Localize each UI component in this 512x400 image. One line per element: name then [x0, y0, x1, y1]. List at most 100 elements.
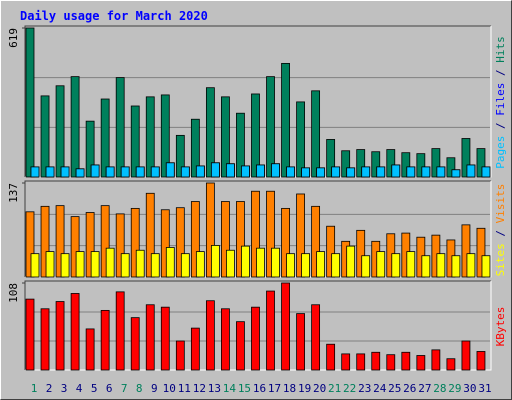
- bar: [195, 251, 205, 278]
- bar: [331, 166, 341, 178]
- bar: [481, 166, 491, 178]
- bar: [326, 139, 336, 178]
- bar: [371, 151, 381, 178]
- bar: [391, 164, 401, 178]
- x-tick-label: 16: [253, 382, 266, 395]
- bar: [226, 163, 235, 178]
- bar: [180, 166, 190, 178]
- bar: [301, 167, 310, 178]
- x-tick-label: 30: [463, 382, 476, 395]
- bar: [311, 90, 321, 178]
- x-tick-label: 6: [106, 382, 113, 395]
- bar: [406, 251, 416, 278]
- bar: [221, 201, 230, 278]
- bar: [210, 162, 220, 178]
- bar: [55, 205, 65, 278]
- bar: [461, 224, 471, 278]
- bar: [60, 166, 70, 178]
- bar: [451, 255, 461, 278]
- bar: [30, 166, 40, 178]
- bar: [130, 317, 140, 371]
- legend-entry: Pages: [494, 136, 507, 169]
- x-tick-label: 2: [46, 382, 53, 395]
- bar: [120, 166, 130, 178]
- bar: [476, 351, 486, 371]
- bar: [221, 308, 230, 371]
- bar: [281, 207, 290, 278]
- bar: [165, 162, 175, 178]
- bar: [461, 138, 471, 178]
- bar: [40, 95, 50, 178]
- bar: [266, 190, 275, 278]
- bar: [286, 253, 295, 278]
- bar: [85, 328, 95, 371]
- bar: [55, 301, 65, 371]
- legend-separator: /: [494, 223, 507, 243]
- bar: [361, 255, 371, 278]
- bar: [371, 351, 381, 371]
- x-tick-label: 25: [388, 382, 401, 395]
- bar: [421, 166, 431, 178]
- bar: [70, 293, 80, 371]
- legend: Pages / Files / Hits: [494, 36, 507, 169]
- chart-title: Daily usage for March 2020: [20, 9, 208, 23]
- bar: [316, 167, 326, 178]
- x-tick-label: 11: [178, 382, 191, 395]
- bar: [160, 209, 170, 278]
- x-tick-label: 10: [163, 382, 176, 395]
- bar: [451, 169, 461, 178]
- x-tick-label: 20: [313, 382, 326, 395]
- bar: [446, 157, 456, 178]
- x-tick-label: 22: [343, 382, 356, 395]
- bar: [55, 85, 65, 178]
- bar: [281, 282, 290, 371]
- bar: [266, 76, 275, 178]
- bar: [70, 76, 80, 178]
- bar: [150, 253, 160, 278]
- bar: [145, 96, 155, 178]
- bar: [376, 251, 386, 278]
- bar: [376, 166, 386, 178]
- bar: [115, 77, 125, 178]
- x-tick-label: 15: [238, 382, 251, 395]
- bar: [90, 251, 100, 278]
- bar: [281, 62, 290, 178]
- bar: [135, 166, 145, 178]
- bar: [236, 112, 245, 178]
- bar: [165, 247, 175, 278]
- bar: [431, 349, 441, 371]
- bar: [311, 205, 321, 278]
- x-tick-label: 18: [283, 382, 296, 395]
- bar: [115, 213, 125, 278]
- bar: [476, 227, 486, 278]
- bar: [145, 304, 155, 371]
- legend: Sites / Visits: [494, 184, 507, 277]
- x-tick-label: 5: [91, 382, 98, 395]
- bar: [416, 153, 426, 178]
- bar: [296, 101, 305, 178]
- bar: [45, 251, 55, 278]
- bar: [105, 166, 115, 178]
- bar: [60, 253, 70, 278]
- bar: [190, 327, 200, 371]
- bar: [180, 253, 190, 278]
- x-tick-label: 4: [76, 382, 83, 395]
- bar: [356, 229, 366, 278]
- bar: [25, 27, 35, 178]
- bar: [356, 353, 366, 371]
- x-tick-label: 21: [328, 382, 341, 395]
- bar: [120, 253, 130, 278]
- plot-bevel: [24, 180, 491, 277]
- bar: [100, 98, 110, 178]
- x-tick-label: 13: [208, 382, 221, 395]
- bar: [241, 165, 250, 178]
- bar: [45, 166, 55, 178]
- bar: [401, 351, 411, 371]
- bar: [75, 251, 85, 278]
- bar: [25, 211, 35, 278]
- bar: [386, 354, 396, 371]
- plot-bevel: [24, 25, 491, 177]
- legend-entry: Hits: [494, 36, 507, 63]
